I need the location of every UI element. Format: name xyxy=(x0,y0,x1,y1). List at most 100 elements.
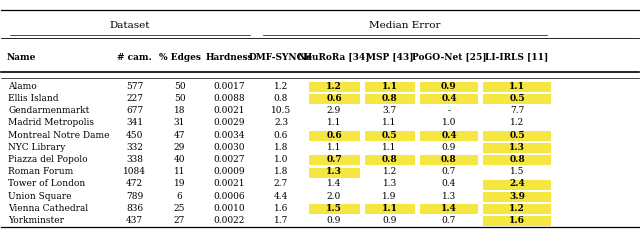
Text: 0.6: 0.6 xyxy=(326,94,342,103)
Text: 0.0021: 0.0021 xyxy=(213,106,244,115)
Text: 0.0017: 0.0017 xyxy=(213,82,245,91)
Text: Name: Name xyxy=(7,52,36,62)
Text: 18: 18 xyxy=(173,106,185,115)
Bar xyxy=(483,155,550,165)
Text: 1.5: 1.5 xyxy=(510,167,524,176)
Text: 1.1: 1.1 xyxy=(327,118,341,127)
Text: 11: 11 xyxy=(173,167,185,176)
Text: Tower of London: Tower of London xyxy=(8,179,86,188)
Text: Union Square: Union Square xyxy=(8,192,72,201)
Text: 0.8: 0.8 xyxy=(509,155,525,164)
Text: 0.0009: 0.0009 xyxy=(213,167,245,176)
Text: 50: 50 xyxy=(173,94,186,103)
Text: 1.1: 1.1 xyxy=(327,143,341,152)
Text: 227: 227 xyxy=(126,94,143,103)
Text: 577: 577 xyxy=(126,82,143,91)
Text: 1.6: 1.6 xyxy=(274,204,288,213)
Text: 29: 29 xyxy=(174,143,185,152)
Text: 0.0030: 0.0030 xyxy=(213,143,244,152)
Text: Montreal Notre Dame: Montreal Notre Dame xyxy=(8,131,110,140)
Bar xyxy=(483,192,550,202)
Bar xyxy=(420,155,478,165)
Bar xyxy=(308,94,360,104)
Text: 1.3: 1.3 xyxy=(442,192,456,201)
Text: 2.4: 2.4 xyxy=(509,179,525,188)
Text: 0.5: 0.5 xyxy=(382,131,397,140)
Bar xyxy=(483,143,550,153)
Text: Median Error: Median Error xyxy=(369,21,440,30)
Text: 472: 472 xyxy=(126,179,143,188)
Text: Piazza del Popolo: Piazza del Popolo xyxy=(8,155,88,164)
Text: 1.1: 1.1 xyxy=(381,204,397,213)
Text: 1.0: 1.0 xyxy=(442,118,456,127)
Text: 1.7: 1.7 xyxy=(274,216,288,225)
Text: 0.0022: 0.0022 xyxy=(213,216,244,225)
Text: 1.1: 1.1 xyxy=(509,82,525,91)
Text: 0.5: 0.5 xyxy=(509,94,525,103)
Text: NeuRoRa [34]: NeuRoRa [34] xyxy=(298,52,370,62)
Text: 0.0088: 0.0088 xyxy=(213,94,245,103)
Text: 1084: 1084 xyxy=(124,167,147,176)
Text: 47: 47 xyxy=(173,131,185,140)
Text: 2.7: 2.7 xyxy=(274,179,288,188)
Text: 40: 40 xyxy=(173,155,185,164)
Bar xyxy=(308,131,360,141)
Bar xyxy=(308,155,360,165)
Text: 0.4: 0.4 xyxy=(442,179,456,188)
Text: 3.9: 3.9 xyxy=(509,192,525,201)
Bar xyxy=(483,180,550,190)
Text: 789: 789 xyxy=(126,192,143,201)
Text: 0.9: 0.9 xyxy=(383,216,397,225)
Text: 0.7: 0.7 xyxy=(442,167,456,176)
Text: 2.9: 2.9 xyxy=(327,106,341,115)
Text: LI-IRLS [11]: LI-IRLS [11] xyxy=(485,52,548,62)
Text: Madrid Metropolis: Madrid Metropolis xyxy=(8,118,94,127)
Text: 0.6: 0.6 xyxy=(274,131,288,140)
Text: PoGO-Net [25]: PoGO-Net [25] xyxy=(412,52,486,62)
Bar xyxy=(365,94,415,104)
Bar xyxy=(420,82,478,92)
Bar xyxy=(365,131,415,141)
Text: 0.0034: 0.0034 xyxy=(213,131,244,140)
Text: 1.8: 1.8 xyxy=(274,167,288,176)
Text: 1.3: 1.3 xyxy=(383,179,397,188)
Text: 0.8: 0.8 xyxy=(381,94,397,103)
Text: 338: 338 xyxy=(126,155,143,164)
Text: 0.4: 0.4 xyxy=(441,131,457,140)
Text: Hardness: Hardness xyxy=(205,52,253,62)
Text: 0.5: 0.5 xyxy=(509,131,525,140)
Text: 3.7: 3.7 xyxy=(383,106,397,115)
Text: 1.1: 1.1 xyxy=(383,143,397,152)
Text: 0.0027: 0.0027 xyxy=(213,155,244,164)
Text: 0.0029: 0.0029 xyxy=(213,118,244,127)
Text: 50: 50 xyxy=(173,82,186,91)
Text: Ellis Island: Ellis Island xyxy=(8,94,59,103)
Text: -: - xyxy=(447,106,451,115)
Bar xyxy=(420,204,478,214)
Bar xyxy=(420,131,478,141)
Bar xyxy=(308,82,360,92)
Text: 25: 25 xyxy=(173,204,185,213)
Text: 1.9: 1.9 xyxy=(383,192,397,201)
Text: 0.8: 0.8 xyxy=(441,155,457,164)
Bar xyxy=(365,82,415,92)
Text: 1.2: 1.2 xyxy=(509,204,525,213)
Text: 437: 437 xyxy=(126,216,143,225)
Text: 1.2: 1.2 xyxy=(510,118,524,127)
Text: 1.2: 1.2 xyxy=(326,82,342,91)
Text: Alamo: Alamo xyxy=(8,82,37,91)
Text: # cam.: # cam. xyxy=(117,52,152,62)
Text: 0.4: 0.4 xyxy=(441,94,457,103)
Bar xyxy=(483,131,550,141)
Text: NYC Library: NYC Library xyxy=(8,143,66,152)
Text: 0.8: 0.8 xyxy=(381,155,397,164)
Text: 1.4: 1.4 xyxy=(441,204,457,213)
Text: 1.0: 1.0 xyxy=(274,155,288,164)
Text: 0.0010: 0.0010 xyxy=(213,204,245,213)
Bar xyxy=(483,82,550,92)
Text: Gendarmenmarkt: Gendarmenmarkt xyxy=(8,106,90,115)
Text: 0.8: 0.8 xyxy=(274,94,288,103)
Text: 10.5: 10.5 xyxy=(271,106,291,115)
Text: Roman Forum: Roman Forum xyxy=(8,167,74,176)
Text: 1.3: 1.3 xyxy=(326,167,342,176)
